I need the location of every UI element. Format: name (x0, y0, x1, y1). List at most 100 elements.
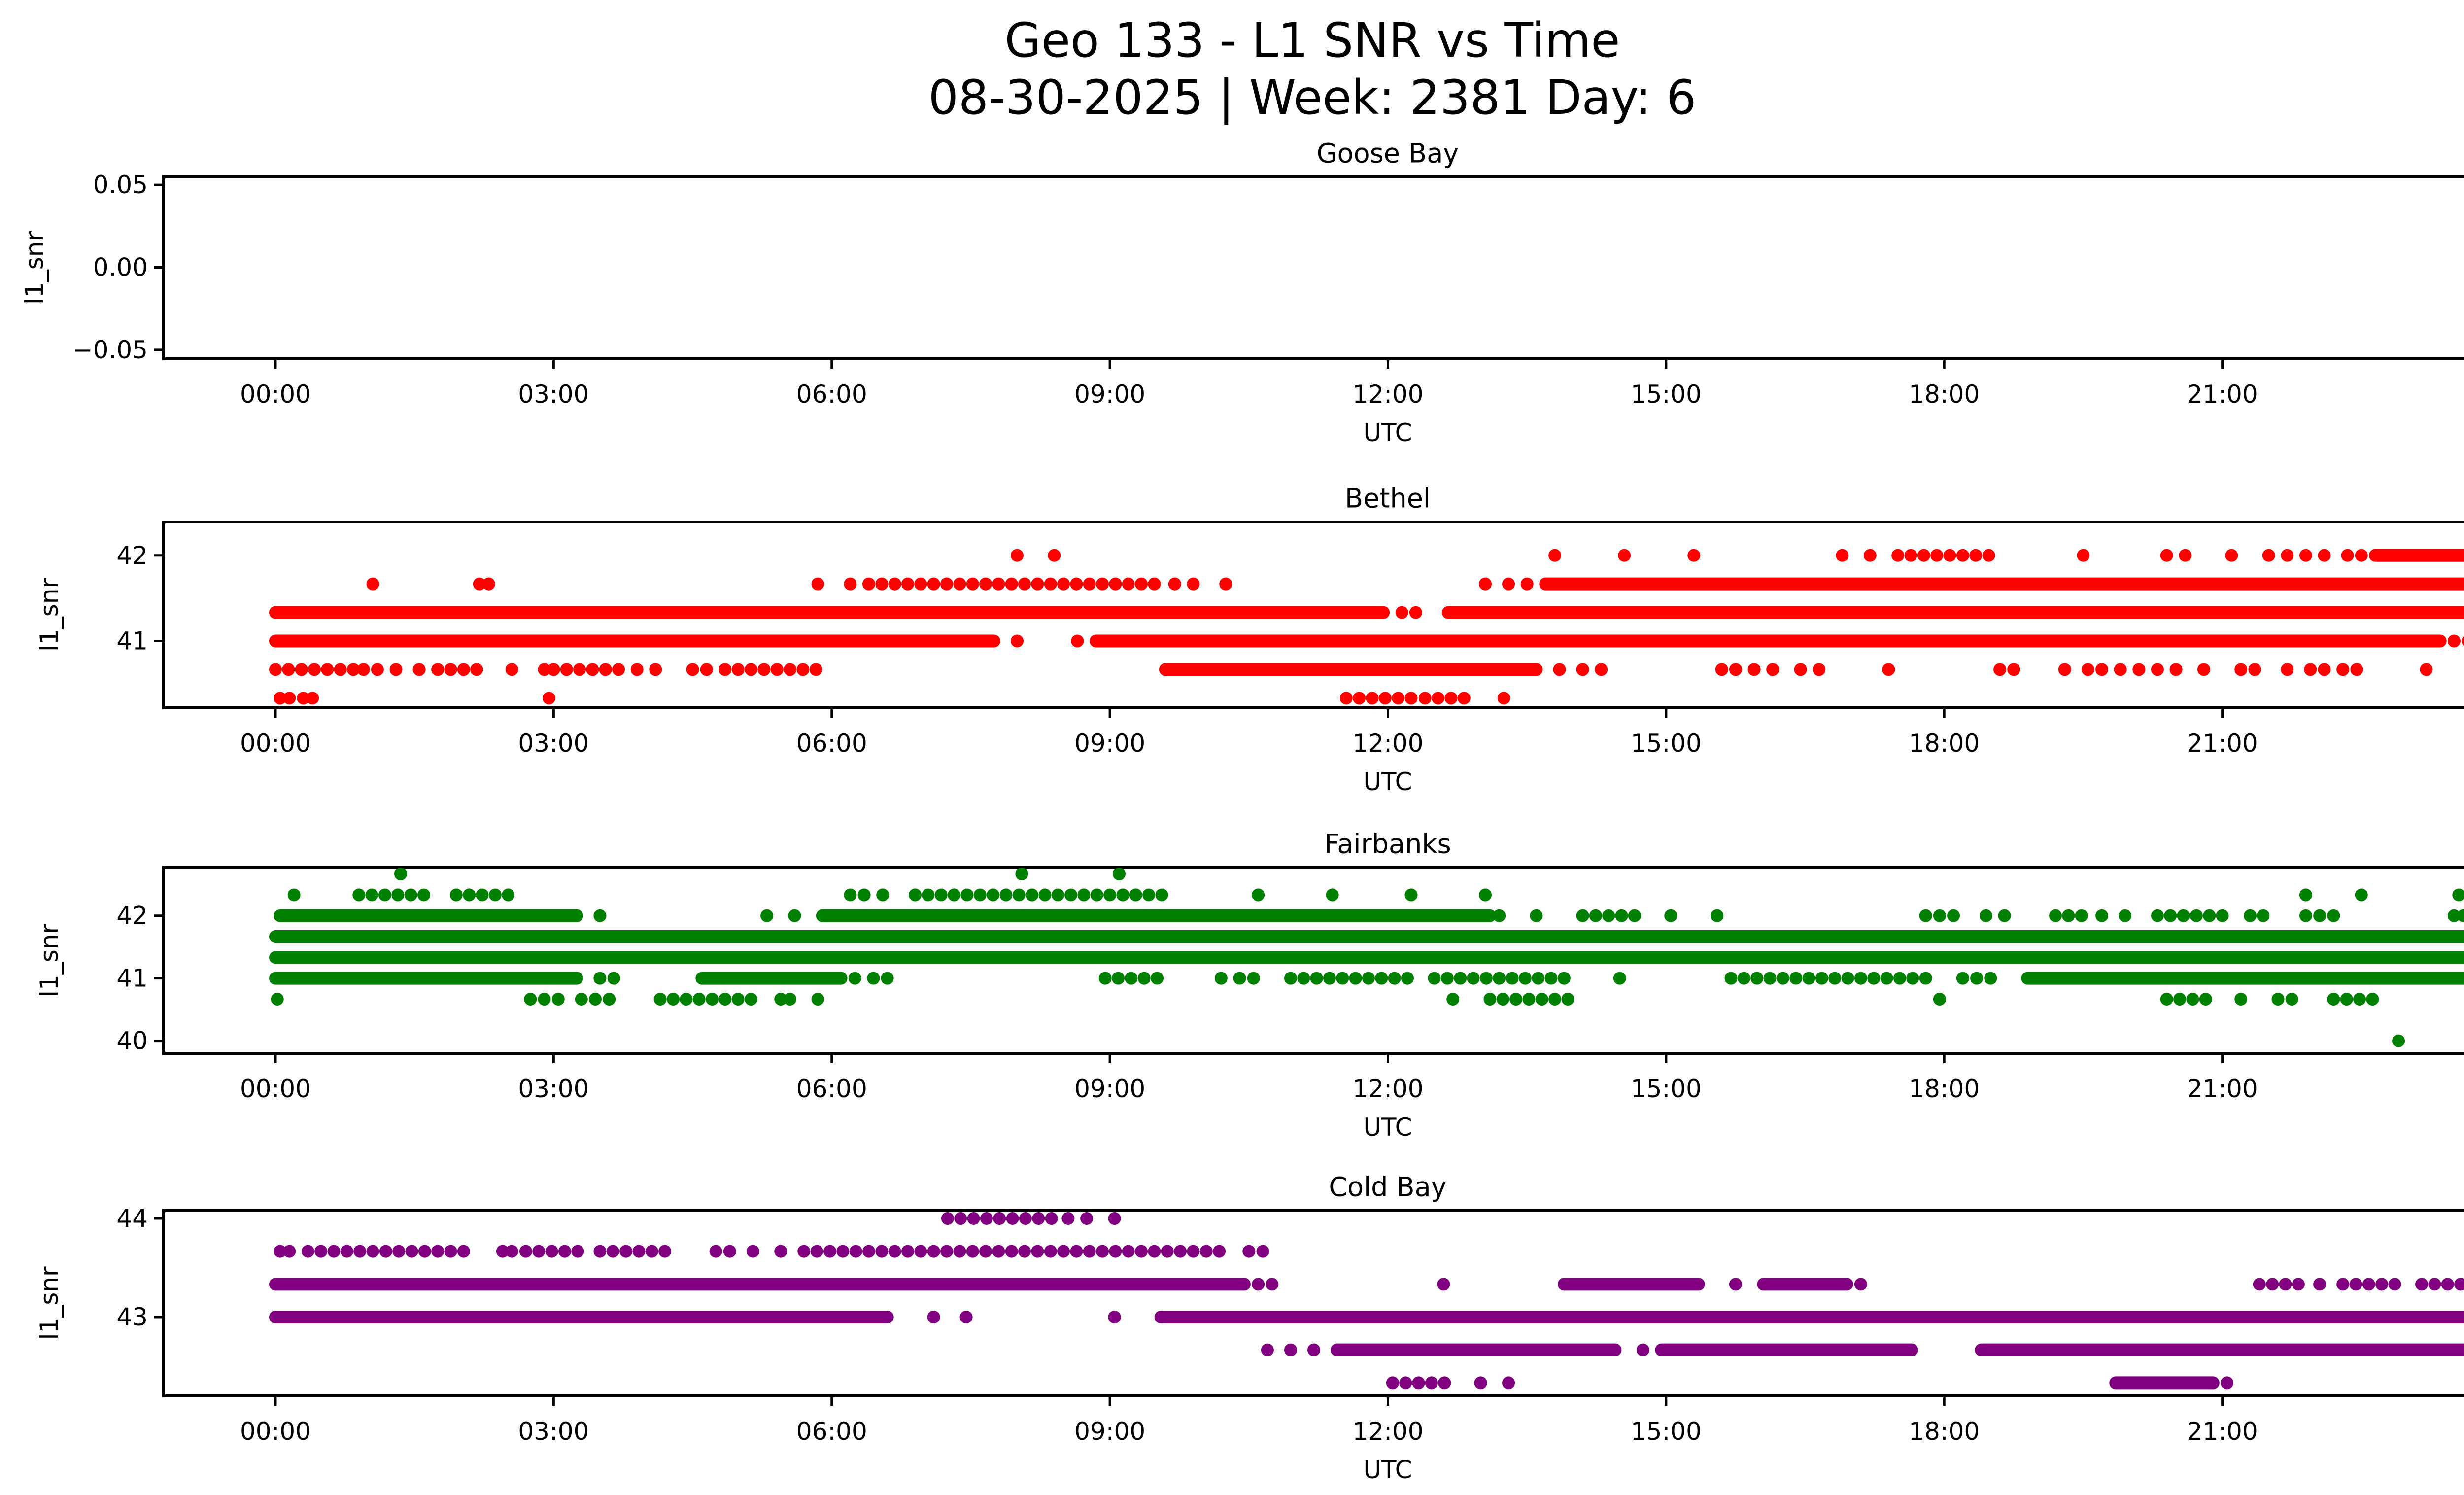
scatter-dot (1882, 663, 1895, 676)
scatter-run (269, 951, 2464, 964)
scatter-run (2021, 972, 2464, 985)
scatter-dot (1071, 634, 1084, 648)
scatter-dot (2299, 549, 2312, 562)
scatter-dot (731, 663, 745, 676)
y-tick-label: 44 (116, 1204, 148, 1233)
scatter-dot (1395, 606, 1408, 619)
scatter-dot (2415, 1278, 2429, 1291)
scatter-dot (1096, 577, 1109, 591)
scatter-dot (2447, 909, 2461, 922)
scatter-dot (405, 1245, 418, 1258)
scatter-dot (1729, 1278, 1742, 1291)
scatter-dot (1135, 1245, 1148, 1258)
scatter-run (1757, 1278, 1853, 1291)
scatter-dot (2350, 663, 2363, 676)
scatter-dot (2216, 909, 2229, 922)
scatter-dot (496, 1245, 509, 1258)
scatter-dot (2262, 549, 2275, 562)
scatter-dot (1018, 1245, 1031, 1258)
scatter-dot (1438, 1376, 1451, 1390)
scatter-dot (973, 888, 987, 902)
scatter-dot (1956, 549, 1969, 562)
y-tick-label: 41 (116, 964, 148, 993)
scatter-dot (2266, 1278, 2279, 1291)
scatter-dot (2234, 992, 2248, 1006)
scatter-dot (1493, 972, 1506, 985)
x-tick-label: 09:00 (1074, 380, 1145, 409)
scatter-dot (1353, 692, 1366, 705)
scatter-dot (1919, 909, 1932, 922)
x-tick-label: 12:00 (1352, 729, 1423, 758)
scatter-dot (2132, 663, 2146, 676)
scatter-dot (2428, 1278, 2441, 1291)
scatter-dot (1432, 692, 1445, 705)
subplot-fairbanks: Fairbanks 00:00 03:00 06:00 09:00 12:00 15:00 1… (35, 829, 2464, 1142)
scatter-dot (2441, 1278, 2454, 1291)
scatter-dot (1715, 663, 1728, 676)
snr-level-43p667 (274, 1245, 1269, 1258)
scatter-dot (1483, 992, 1497, 1006)
scatter-dot (1044, 577, 1057, 591)
scatter-dot (862, 1245, 875, 1258)
scatter-dot (1956, 972, 1969, 985)
scatter-dot (1467, 972, 1480, 985)
scatter-dot (1854, 972, 1867, 985)
scatter-dot (2355, 888, 2368, 902)
scatter-dot (1129, 888, 1142, 902)
scatter-dot (1266, 1278, 1279, 1291)
scatter-dot (745, 663, 758, 676)
scatter-dot (844, 888, 857, 902)
scatter-dot (901, 1245, 915, 1258)
scatter-dot (418, 1245, 431, 1258)
scatter-dot (836, 1245, 850, 1258)
x-tick-label: 03:00 (518, 380, 589, 409)
scatter-dot (1096, 1245, 1109, 1258)
scatter-dot (692, 992, 706, 1006)
scatter-dot (2375, 1278, 2389, 1291)
scatter-dot (1015, 868, 1028, 881)
scatter-dot (1737, 972, 1750, 985)
scatter-dot (1747, 663, 1761, 676)
scatter-dot (1070, 1245, 1083, 1258)
scatter-dot (1776, 972, 1789, 985)
scatter-dot (811, 992, 824, 1006)
scatter-dot (2336, 663, 2350, 676)
scatter-dot (271, 992, 284, 1006)
x-tick-label: 15:00 (1631, 729, 1702, 758)
y-tick-label: 42 (116, 902, 148, 930)
scatter-dot (1615, 909, 1628, 922)
scatter-dot (914, 1245, 927, 1258)
scatter-dot (2271, 992, 2285, 1006)
scatter-dot (1880, 972, 1893, 985)
scatter-dot (2119, 909, 2132, 922)
scatter-dot (1404, 888, 1418, 902)
scatter-dot (1828, 972, 1842, 985)
y-tick-label: 40 (116, 1027, 148, 1055)
scatter-run (1331, 1343, 1622, 1356)
scatter-dot (542, 692, 555, 705)
scatter-dot (431, 1245, 445, 1258)
scatter-dot (1867, 972, 1881, 985)
scatter-dot (1969, 549, 1983, 562)
scatter-dot (888, 1245, 901, 1258)
scatter-dot (2349, 1278, 2362, 1291)
scatter-dot (2279, 1278, 2292, 1291)
scatter-dot (1077, 888, 1091, 902)
scatter-dot (987, 888, 1000, 902)
scatter-dot (2186, 992, 2199, 1006)
scatter-dot (774, 992, 787, 1006)
scatter-dot (1362, 972, 1375, 985)
scatter-dot (719, 992, 732, 1006)
snr-level-40p333 (274, 692, 1510, 705)
scatter-dot (586, 663, 599, 676)
scatter-dot (1794, 663, 1807, 676)
scatter-dot (560, 663, 573, 676)
scatter-dot (1252, 888, 1265, 902)
scatter-dot (1544, 972, 1558, 985)
scatter-dot (2190, 909, 2203, 922)
scatter-dot (589, 992, 602, 1006)
scatter-dot (953, 577, 966, 591)
scatter-dot (1137, 972, 1151, 985)
scatter-dot (2281, 663, 2294, 676)
